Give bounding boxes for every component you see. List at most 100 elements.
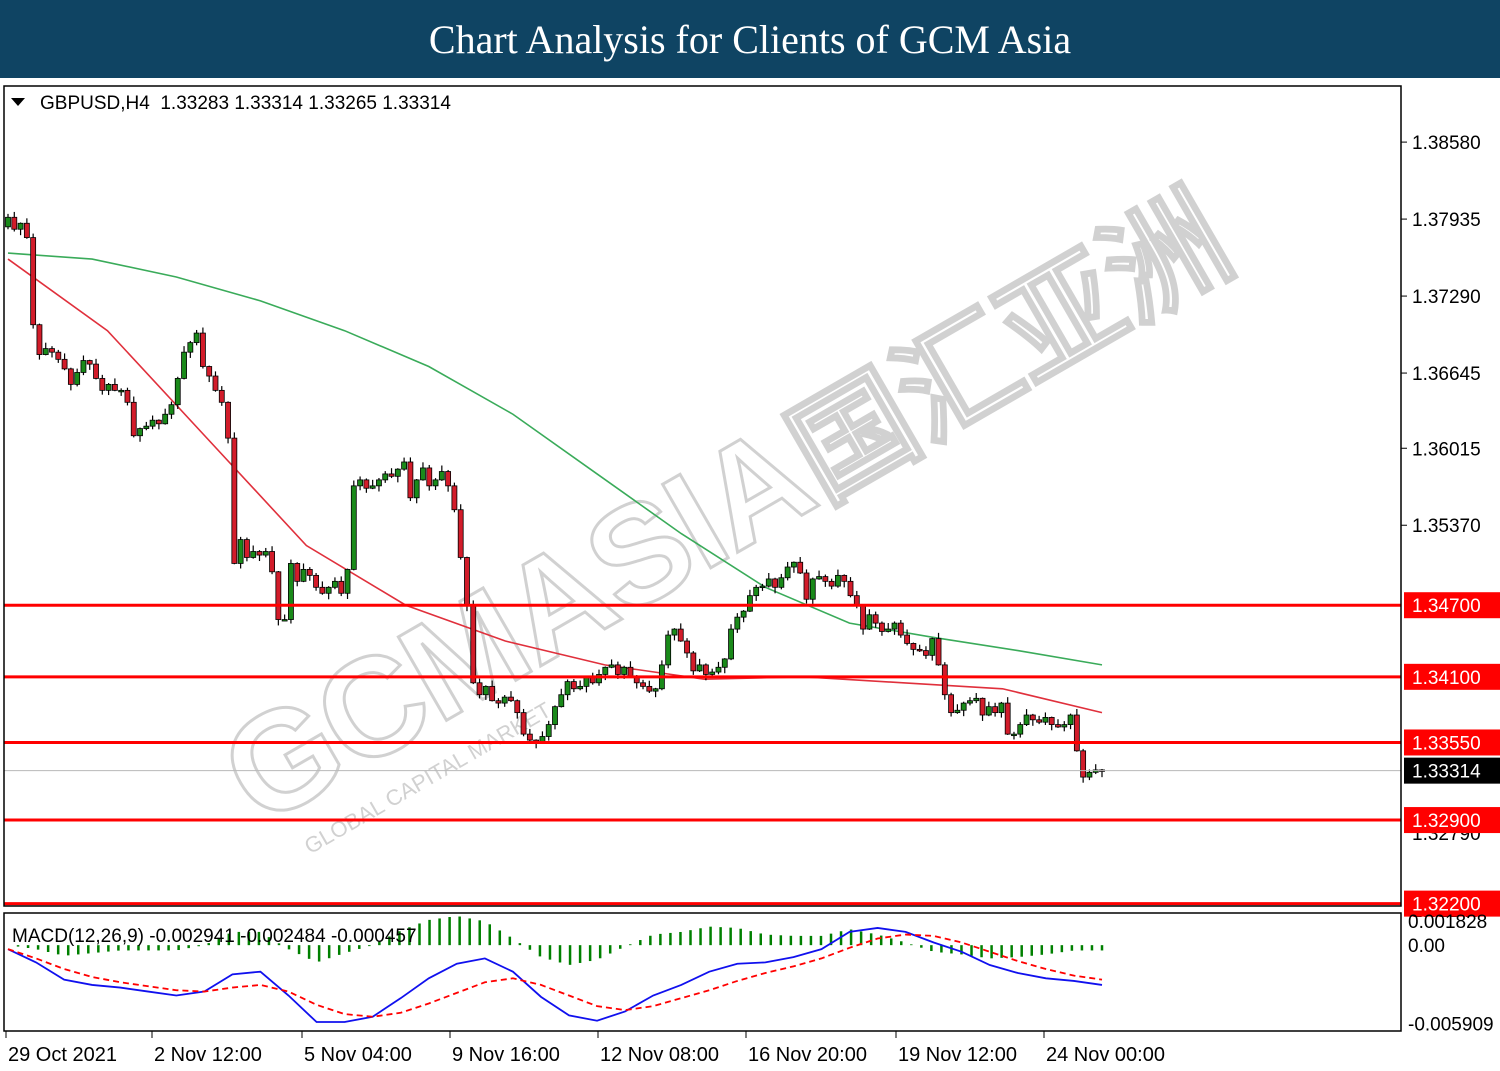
candle-body: [218, 389, 225, 403]
candle-body: [1073, 714, 1080, 752]
candle-body: [985, 706, 992, 716]
candle-body: [526, 733, 533, 741]
macd-plot-frame: [3, 912, 1402, 1032]
moving-average-line: [7, 258, 1103, 714]
chart-canvas: GCMASIA 国汇亚洲 GLOBAL CAPITAL MARKET 1.385…: [0, 78, 1500, 1071]
level-label-bg: [1404, 663, 1500, 690]
candle-body: [508, 696, 514, 702]
main-plot-frame: [3, 85, 1402, 907]
x-tick-label: 29 Oct 2021: [8, 1044, 117, 1066]
candle-body: [1023, 714, 1030, 725]
candle-body: [973, 697, 980, 702]
candle-body: [49, 348, 55, 353]
candle-body: [231, 437, 238, 564]
candle-body: [816, 576, 822, 580]
candle-body: [275, 571, 282, 620]
candle-body: [734, 616, 741, 630]
candle-body: [457, 509, 464, 558]
candle-body: [225, 401, 231, 439]
candle-body: [652, 688, 659, 692]
candle-body: [923, 650, 929, 656]
candle-body: [438, 471, 445, 481]
candle-body: [67, 368, 74, 385]
candle-body: [155, 419, 162, 425]
candle-body: [74, 372, 81, 385]
support-resistance-levels: 1.34700 1.34100 1.33550 1.32900 1.32200 1.333…: [4, 592, 1500, 917]
candle-body: [369, 485, 376, 489]
candle-body: [803, 572, 810, 600]
y-tick-label: 1.38580: [1412, 133, 1481, 154]
candle-body: [558, 694, 565, 708]
macd-title: MACD(12,26,9) -0.002941 -0.002484 -0.000…: [12, 926, 417, 947]
current-price-label-bg: [1404, 757, 1500, 784]
candle-body: [778, 577, 785, 588]
candle-body: [740, 610, 747, 618]
candle-body: [344, 569, 351, 594]
candle-body: [250, 551, 257, 558]
candle-body: [514, 700, 521, 714]
candle-body: [350, 485, 357, 570]
x-tick-label: 16 Nov 20:00: [748, 1044, 867, 1066]
candle-body: [300, 569, 307, 582]
candle-body: [501, 696, 508, 704]
candle-body: [86, 360, 93, 365]
candle-body: [935, 638, 942, 666]
candle-body: [482, 685, 489, 696]
candle-body: [319, 586, 326, 594]
candle-body: [426, 467, 433, 487]
candle-body: [614, 664, 621, 675]
y-tick-label: 1.36015: [1412, 439, 1481, 460]
candle-body: [162, 413, 169, 425]
time-axis: 29 Oct 2021 2 Nov 12:00 5 Nov 04:00 9 Nov 1…: [5, 1031, 1165, 1066]
candle-body: [111, 383, 118, 391]
candle-body: [313, 574, 319, 588]
macd-y-tick-label: 0.001828: [1408, 912, 1487, 933]
level-label-bg: [1404, 729, 1500, 756]
candle-body: [36, 324, 43, 355]
y-tick-label: 1.37935: [1412, 210, 1481, 231]
candle-body: [904, 634, 910, 644]
y-tick-label: 1.37290: [1412, 287, 1481, 308]
candle-body: [677, 628, 684, 642]
candle-body: [420, 467, 426, 481]
candle-body: [1017, 724, 1024, 735]
candle-body: [288, 563, 294, 620]
candle-body: [5, 216, 11, 228]
candle-body: [596, 674, 602, 684]
candle-body: [80, 360, 87, 373]
level-label-bg: [1404, 890, 1500, 917]
candle-body: [897, 622, 904, 636]
candle-body: [206, 366, 213, 377]
macd-y-tick-label: -0.005909: [1408, 1014, 1494, 1035]
x-tick-label: 12 Nov 08:00: [600, 1044, 719, 1066]
candle-body: [1042, 717, 1049, 723]
symbol-dropdown-icon[interactable]: [11, 98, 25, 106]
candle-body: [640, 682, 646, 687]
candle-body: [552, 706, 558, 725]
level-label: 1.34700: [1412, 596, 1481, 617]
candle-body: [470, 604, 477, 684]
candle-body: [174, 378, 181, 406]
candle-body: [1055, 724, 1061, 728]
x-tick-label: 9 Nov 16:00: [452, 1044, 560, 1066]
candle-body: [621, 666, 628, 675]
level-label: 1.32200: [1412, 895, 1481, 916]
macd-signal-line: [7, 933, 1103, 1018]
candle-body: [809, 578, 816, 600]
current-price-label: 1.33314: [1412, 762, 1481, 783]
candle-body: [860, 604, 866, 630]
candle-body: [979, 697, 986, 716]
candle-body: [363, 479, 370, 489]
candle-body: [564, 681, 571, 696]
candle-body: [1004, 702, 1011, 735]
moving-averages: [7, 252, 1103, 714]
candle-body: [916, 648, 923, 652]
candle-body: [181, 351, 187, 379]
candle-body: [520, 712, 527, 735]
candle-body: [105, 383, 112, 391]
candle-body: [1080, 750, 1087, 778]
candle-body: [23, 222, 30, 238]
candle-body: [61, 358, 68, 370]
candle-body: [690, 652, 697, 672]
candle-body: [382, 473, 389, 481]
